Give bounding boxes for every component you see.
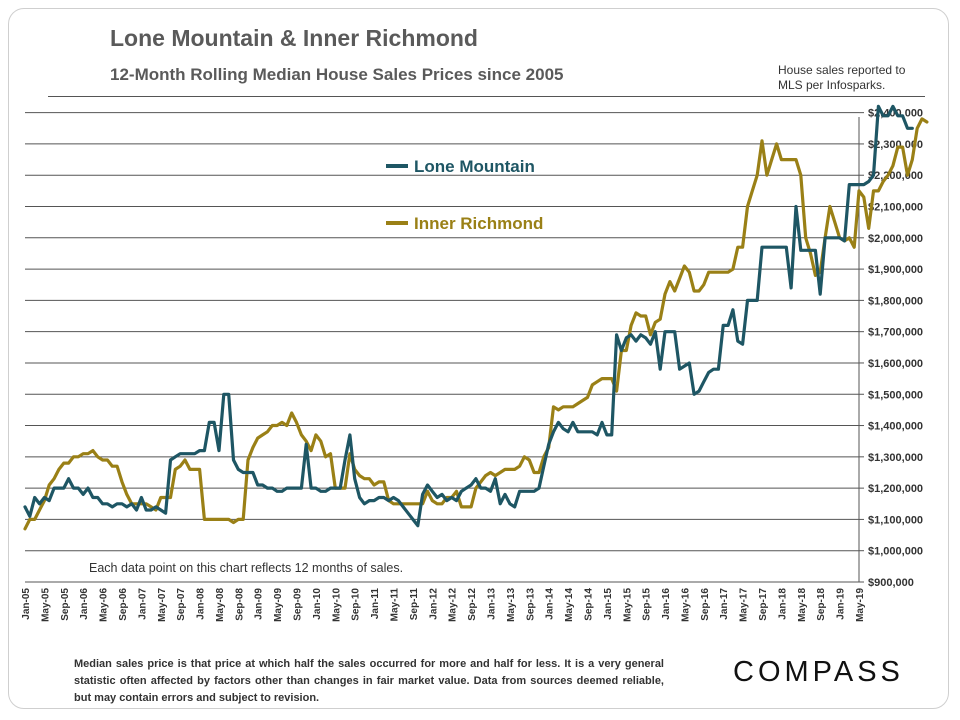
x-axis-ticks: Jan-05 May-05 Sep-05 Jan-06 May-06 Sep-06 Jan-… bbox=[21, 588, 866, 622]
x-tick-label: May-07 bbox=[157, 588, 168, 622]
x-tick-label: Sep-14 bbox=[583, 588, 594, 621]
y-tick-label: $1,600,000 bbox=[868, 358, 923, 370]
x-tick-label: Jan-16 bbox=[661, 588, 672, 620]
y-tick-label: $2,100,000 bbox=[868, 202, 923, 214]
x-tick-label: Jan-14 bbox=[545, 588, 556, 620]
y-tick-label: $2,000,000 bbox=[868, 233, 923, 245]
legend-label-lone-mountain: Lone Mountain bbox=[414, 157, 535, 176]
x-tick-label: Jan-15 bbox=[603, 588, 614, 620]
x-tick-label: May-17 bbox=[739, 588, 750, 622]
x-tick-label: Sep-06 bbox=[118, 588, 129, 621]
slide-frame bbox=[8, 8, 949, 709]
x-tick-label: Sep-11 bbox=[409, 588, 420, 621]
x-tick-label: May-06 bbox=[99, 588, 110, 622]
x-tick-label: May-19 bbox=[855, 588, 866, 622]
x-tick-label: May-10 bbox=[331, 588, 342, 622]
x-tick-label: May-13 bbox=[506, 588, 517, 622]
x-tick-label: Sep-12 bbox=[467, 588, 478, 621]
series-lines bbox=[23, 104, 929, 531]
x-tick-label: Jan-18 bbox=[777, 588, 788, 620]
x-tick-label: Sep-18 bbox=[816, 588, 827, 621]
x-tick-label: May-08 bbox=[215, 588, 226, 622]
x-tick-label: May-09 bbox=[273, 588, 284, 622]
page-title: Lone Mountain & Inner Richmond bbox=[110, 25, 478, 51]
x-tick-label: Jan-09 bbox=[254, 588, 265, 620]
x-tick-label: May-15 bbox=[622, 588, 633, 622]
x-tick-label: May-05 bbox=[40, 588, 51, 622]
x-tick-label: Jan-12 bbox=[428, 588, 439, 620]
x-tick-label: Sep-09 bbox=[293, 588, 304, 621]
y-axis-ticks: $900,000 $1,000,000 $1,100,000 $1,200,000 $1… bbox=[868, 108, 923, 589]
x-tick-label: May-18 bbox=[797, 588, 808, 622]
y-tick-label: $1,300,000 bbox=[868, 452, 923, 464]
header-divider bbox=[48, 96, 925, 97]
y-tick-label: $1,200,000 bbox=[868, 483, 923, 495]
x-tick-label: Jan-11 bbox=[370, 588, 381, 620]
y-tick-label: $1,900,000 bbox=[868, 264, 923, 276]
x-tick-label: Jan-08 bbox=[196, 588, 207, 620]
legend: Lone Mountain Inner Richmond bbox=[386, 157, 543, 233]
x-tick-label: May-16 bbox=[680, 588, 691, 622]
footnote: Median sales price is that price at whic… bbox=[74, 658, 664, 704]
x-tick-label: May-12 bbox=[448, 588, 459, 622]
x-tick-label: Sep-17 bbox=[758, 588, 769, 621]
source-note: House sales reported to MLS per Infospar… bbox=[778, 63, 906, 92]
x-tick-label: Jan-07 bbox=[137, 588, 148, 620]
x-tick-label: Sep-15 bbox=[642, 588, 653, 621]
chart-data-note: Each data point on this chart reflects 1… bbox=[89, 561, 403, 575]
x-tick-label: Jan-19 bbox=[836, 588, 847, 620]
y-tick-label: $1,700,000 bbox=[868, 327, 923, 339]
x-tick-label: Jan-05 bbox=[21, 588, 32, 620]
x-tick-label: Jan-13 bbox=[486, 588, 497, 620]
y-tick-label: $2,300,000 bbox=[868, 139, 923, 151]
x-tick-label: May-11 bbox=[390, 588, 401, 622]
y-tick-label: $2,200,000 bbox=[868, 170, 923, 182]
legend-label-inner-richmond: Inner Richmond bbox=[414, 214, 543, 233]
y-tick-label: $900,000 bbox=[868, 577, 914, 589]
x-tick-label: Jan-17 bbox=[719, 588, 730, 620]
x-tick-label: Sep-16 bbox=[700, 588, 711, 621]
y-tick-label: $1,400,000 bbox=[868, 421, 923, 433]
y-tick-label: $1,500,000 bbox=[868, 389, 923, 401]
x-tick-label: Jan-10 bbox=[312, 588, 323, 620]
x-tick-label: Jan-06 bbox=[79, 588, 90, 620]
y-tick-label: $1,000,000 bbox=[868, 546, 923, 558]
y-tick-label: $1,100,000 bbox=[868, 514, 923, 526]
chart-subtitle: 12-Month Rolling Median House Sales Pric… bbox=[110, 65, 564, 84]
x-tick-label: Sep-13 bbox=[525, 588, 536, 621]
series-line-inner-richmond bbox=[23, 117, 929, 531]
x-tick-label: Sep-10 bbox=[351, 588, 362, 621]
series-line-lone-mountain bbox=[23, 104, 914, 528]
x-tick-label: Sep-08 bbox=[234, 588, 245, 621]
x-tick-label: Sep-07 bbox=[176, 588, 187, 621]
y-tick-label: $1,800,000 bbox=[868, 295, 923, 307]
x-tick-label: Sep-05 bbox=[60, 588, 71, 621]
compass-logo: COMPASS bbox=[733, 656, 904, 688]
x-tick-label: May-14 bbox=[564, 588, 575, 622]
